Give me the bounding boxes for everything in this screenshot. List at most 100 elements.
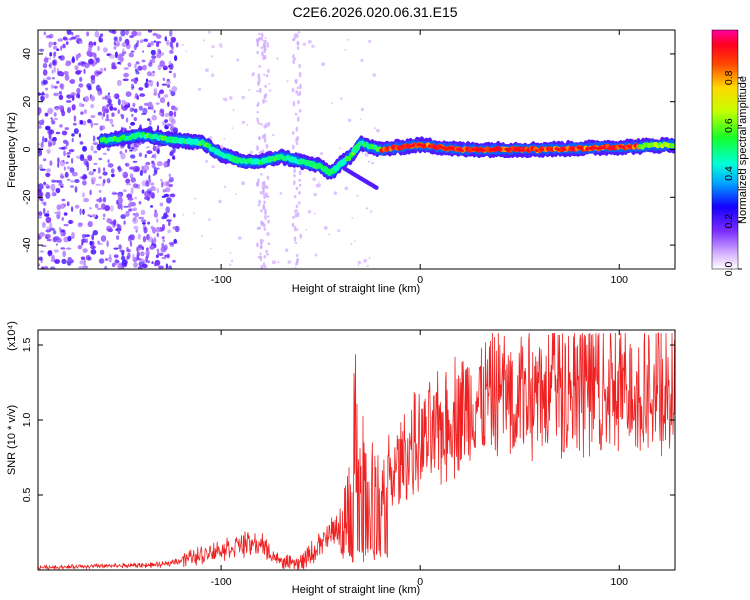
- noise-blob: [41, 266, 45, 269]
- noise-blob: [156, 248, 159, 252]
- noise-blob: [166, 197, 172, 204]
- streak-blob: [296, 40, 300, 46]
- noise-blob: [147, 42, 151, 47]
- noise-blob: [119, 249, 125, 253]
- noise-blob: [136, 40, 139, 44]
- noise-blob: [105, 118, 110, 122]
- noise-dot: [230, 259, 234, 262]
- noise-blob: [92, 230, 99, 236]
- noise-blob: [88, 58, 94, 65]
- colorbar-tick-label: 0.6: [723, 118, 735, 133]
- noise-blob: [70, 185, 75, 188]
- noise-blob: [159, 97, 166, 104]
- streak-blob: [265, 185, 269, 189]
- noise-dot: [286, 80, 289, 83]
- noise-blob: [49, 52, 53, 57]
- noise-blob: [166, 84, 171, 88]
- noise-blob: [165, 206, 170, 214]
- noise-blob: [143, 164, 150, 171]
- streak-blob: [258, 77, 261, 83]
- streak-blob: [263, 133, 267, 139]
- noise-blob: [107, 92, 110, 95]
- noise-blob: [53, 66, 57, 73]
- ridge-blip: [274, 154, 282, 161]
- ridge-blip: [332, 165, 340, 172]
- noise-dot: [315, 183, 320, 188]
- noise-dot: [231, 127, 234, 130]
- noise-blob: [113, 36, 118, 42]
- streak-blob: [295, 142, 299, 146]
- noise-blob: [84, 234, 91, 238]
- noise-blob: [130, 177, 136, 183]
- noise-blob: [123, 72, 129, 78]
- streak-blob: [293, 174, 296, 178]
- spectrogram-panel: -100 0 100 -40 -20 0 20 40 Height of straight l…: [6, 29, 676, 295]
- noise-blob: [123, 220, 126, 225]
- noise-blob: [110, 168, 115, 174]
- x-tick-label: -100: [211, 274, 232, 286]
- noise-blob: [166, 81, 171, 84]
- streak-blob: [256, 50, 259, 55]
- noise-blob: [42, 207, 46, 214]
- noise-blob: [71, 157, 74, 164]
- noise-blob: [75, 34, 80, 38]
- streak-blob: [292, 38, 296, 41]
- noise-blob: [113, 107, 117, 111]
- snr-y-axis-label: SNR (10 * v/v): [6, 405, 18, 475]
- noise-blob: [120, 214, 126, 220]
- streak-blob: [265, 122, 268, 128]
- noise-dot: [360, 107, 364, 112]
- noise-blob: [67, 235, 72, 242]
- noise-blob: [87, 119, 92, 123]
- streak-blob: [264, 93, 268, 98]
- noise-blob: [63, 166, 66, 171]
- noise-blob: [85, 255, 91, 261]
- ridge-blip: [232, 156, 239, 163]
- noise-blob: [91, 52, 96, 58]
- noise-blob: [102, 213, 106, 218]
- streak-blob: [295, 126, 299, 132]
- noise-blob: [87, 221, 93, 228]
- noise-blob: [113, 219, 117, 226]
- noise-blob: [125, 162, 130, 167]
- noise-blob: [132, 212, 135, 216]
- noise-dot: [376, 128, 380, 133]
- ridge-blip: [287, 156, 295, 163]
- x-tick-label: -100: [211, 576, 232, 588]
- streak-blob: [263, 137, 267, 143]
- noise-blob: [173, 111, 177, 118]
- noise-blob: [151, 261, 154, 265]
- noise-blob: [90, 104, 95, 109]
- noise-blob: [71, 104, 76, 111]
- noise-blob: [161, 83, 168, 86]
- noise-blob: [151, 55, 157, 59]
- noise-blob: [92, 135, 96, 142]
- noise-dot: [259, 252, 262, 256]
- noise-blob: [161, 181, 164, 188]
- noise-dot: [232, 109, 235, 111]
- noise-dot: [365, 207, 369, 210]
- noise-blob: [104, 105, 109, 110]
- noise-blob: [42, 69, 48, 76]
- noise-blob: [61, 217, 64, 221]
- noise-dot: [361, 152, 364, 154]
- noise-blob: [82, 248, 88, 254]
- noise-blob: [107, 163, 114, 168]
- noise-blob: [58, 94, 64, 101]
- noise-blob: [62, 36, 68, 41]
- noise-dot: [210, 55, 214, 58]
- snr-marks: [38, 332, 675, 570]
- streak-blob: [266, 42, 270, 48]
- noise-blob: [132, 183, 138, 189]
- noise-blob: [67, 166, 71, 170]
- noise-blob: [153, 88, 158, 93]
- streak-blob: [263, 73, 266, 76]
- noise-blob: [134, 212, 139, 218]
- noise-blob: [118, 244, 122, 250]
- noise-blob: [173, 106, 179, 112]
- noise-blob: [126, 246, 129, 253]
- noise-blob: [113, 40, 116, 46]
- noise-blob: [168, 70, 173, 74]
- noise-blob: [156, 161, 163, 167]
- noise-blob: [156, 232, 159, 238]
